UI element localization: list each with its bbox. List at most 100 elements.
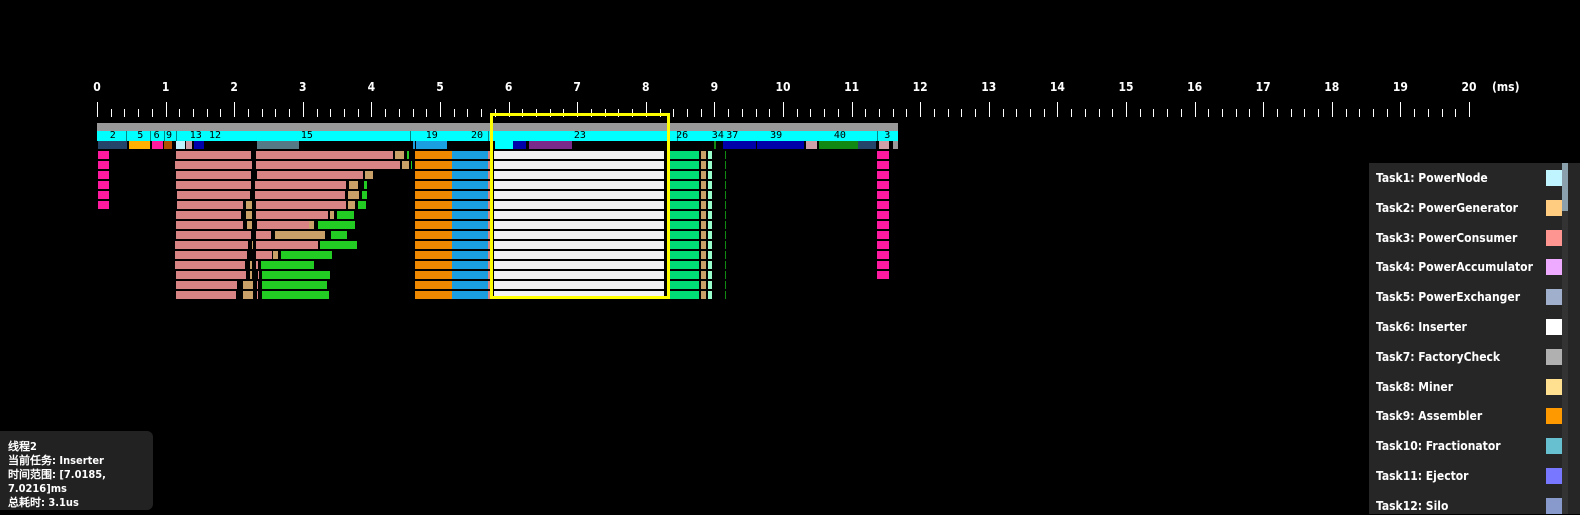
task-segment-orange[interactable] <box>415 251 452 259</box>
thread-row[interactable] <box>0 281 1000 289</box>
phase-label[interactable]: 9 <box>166 130 173 141</box>
task-segment-tan[interactable] <box>700 191 707 199</box>
task-segment-blue[interactable] <box>451 151 488 159</box>
phase-bar[interactable]: 2 5 6 9 13 12 15 19 20 23 26 34 37 39 40 3 <box>97 130 899 141</box>
task-segment[interactable] <box>412 141 415 149</box>
task-segment-salmon[interactable] <box>175 251 248 259</box>
phase-label[interactable]: 39 <box>770 130 783 141</box>
task-segment[interactable] <box>756 141 804 149</box>
task-segment-dgreen[interactable] <box>724 151 727 159</box>
task-segment-tan[interactable] <box>394 151 405 159</box>
task-segment-white[interactable] <box>493 211 665 219</box>
task-segment-blue[interactable] <box>451 181 488 189</box>
task-segment-salmon[interactable] <box>175 181 252 189</box>
phase-label[interactable]: 37 <box>726 130 739 141</box>
task-segment-dgreen[interactable] <box>724 221 727 229</box>
task-segment-green[interactable] <box>280 251 333 259</box>
task-segment[interactable] <box>513 141 526 149</box>
task-segment-magenta[interactable] <box>876 181 889 189</box>
task-segment-blue[interactable] <box>451 291 488 299</box>
phase-label[interactable]: 3 <box>884 130 891 141</box>
task-segment-salmon[interactable] <box>256 251 272 259</box>
task-segment-white[interactable] <box>493 221 665 229</box>
task-segment-mint[interactable] <box>707 261 713 269</box>
task-segment-green[interactable] <box>260 261 315 269</box>
task-segment-mint[interactable] <box>707 211 713 219</box>
task-segment-dgreen[interactable] <box>724 291 727 299</box>
task-segment-green[interactable] <box>363 181 368 189</box>
thread-row[interactable] <box>0 191 1000 199</box>
task-segment-white[interactable] <box>493 201 665 209</box>
task-segment-salmon[interactable] <box>175 161 253 169</box>
task-segment-magenta[interactable] <box>876 151 889 159</box>
task-segment-blue[interactable] <box>451 171 488 179</box>
task-segment-green[interactable] <box>357 201 366 209</box>
task-segment-salmon[interactable] <box>488 251 493 259</box>
task-segment-white[interactable] <box>493 161 665 169</box>
task-segment-mint[interactable] <box>707 171 713 179</box>
task-segment-tan[interactable] <box>402 161 410 169</box>
task-segment[interactable] <box>714 141 717 149</box>
task-segment-tan[interactable] <box>700 231 707 239</box>
task-segment-orange[interactable] <box>415 231 452 239</box>
thread-row[interactable] <box>0 151 1000 159</box>
task-segment-mint[interactable] <box>707 161 713 169</box>
task-segment-white[interactable] <box>493 281 665 289</box>
task-segment-blue[interactable] <box>451 241 488 249</box>
task-segment-spring[interactable] <box>667 161 700 169</box>
task-segment-magenta[interactable] <box>876 161 889 169</box>
task-segment-spring[interactable] <box>667 291 700 299</box>
task-segment-dgreen[interactable] <box>724 191 727 199</box>
task-segment-blue[interactable] <box>451 231 488 239</box>
task-segment-dgreen[interactable] <box>724 211 727 219</box>
task-segment-white[interactable] <box>493 271 665 279</box>
task-segment-mint[interactable] <box>707 191 713 199</box>
task-segment-magenta[interactable] <box>97 181 109 189</box>
task-segment-salmon[interactable] <box>488 261 493 269</box>
task-segment[interactable] <box>256 141 300 149</box>
task-segment-mint[interactable] <box>707 271 713 279</box>
task-segment[interactable] <box>186 141 192 149</box>
task-segment-tan[interactable] <box>243 291 253 299</box>
task-segment-tan[interactable] <box>348 201 355 209</box>
task-segment-magenta[interactable] <box>876 171 889 179</box>
task-segment-magenta[interactable] <box>876 201 889 209</box>
task-segment-blue[interactable] <box>451 281 488 289</box>
task-segment-tan[interactable] <box>700 261 707 269</box>
thread-row[interactable] <box>0 171 1000 179</box>
task-segment-tan[interactable] <box>700 271 707 279</box>
task-segment-tan[interactable] <box>700 291 707 299</box>
task-segment-tan[interactable] <box>700 151 707 159</box>
task-segment-spring[interactable] <box>667 151 700 159</box>
task-segment-mint[interactable] <box>707 291 713 299</box>
task-segment-tan[interactable] <box>365 171 373 179</box>
thread-row[interactable] <box>0 181 1000 189</box>
task-segment-tan[interactable] <box>700 161 707 169</box>
task-segment-dgreen[interactable] <box>724 181 727 189</box>
task-segment-orange[interactable] <box>415 291 452 299</box>
task-segment-dgreen[interactable] <box>724 201 727 209</box>
task-segment-tan[interactable] <box>700 211 707 219</box>
task-segment-blue[interactable] <box>451 271 488 279</box>
task-segment-tan[interactable] <box>252 241 254 249</box>
task-segment-spring[interactable] <box>667 211 700 219</box>
task-segment-salmon[interactable] <box>256 161 401 169</box>
task-segment-salmon[interactable] <box>175 221 244 229</box>
task-segment-salmon[interactable] <box>488 161 493 169</box>
task-segment-mint[interactable] <box>707 281 713 289</box>
task-segment-spring[interactable] <box>667 171 700 179</box>
task-segment-blue[interactable] <box>451 211 488 219</box>
task-segment-green[interactable] <box>411 161 413 169</box>
task-segment-blue[interactable] <box>451 261 488 269</box>
phase-label[interactable]: 6 <box>153 130 160 141</box>
task-segment-tan[interactable] <box>348 191 360 199</box>
task-segment-orange[interactable] <box>415 181 452 189</box>
task-segment-dgreen[interactable] <box>724 231 727 239</box>
task-segment-dgreen[interactable] <box>724 161 727 169</box>
phase-label[interactable]: 12 <box>208 130 222 141</box>
legend-item[interactable]: Task8: Miner <box>1376 378 1562 396</box>
task-segment-spring[interactable] <box>667 251 700 259</box>
task-segment-tan[interactable] <box>700 181 707 189</box>
task-segment[interactable] <box>97 141 128 149</box>
selection-rectangle[interactable] <box>490 113 670 299</box>
